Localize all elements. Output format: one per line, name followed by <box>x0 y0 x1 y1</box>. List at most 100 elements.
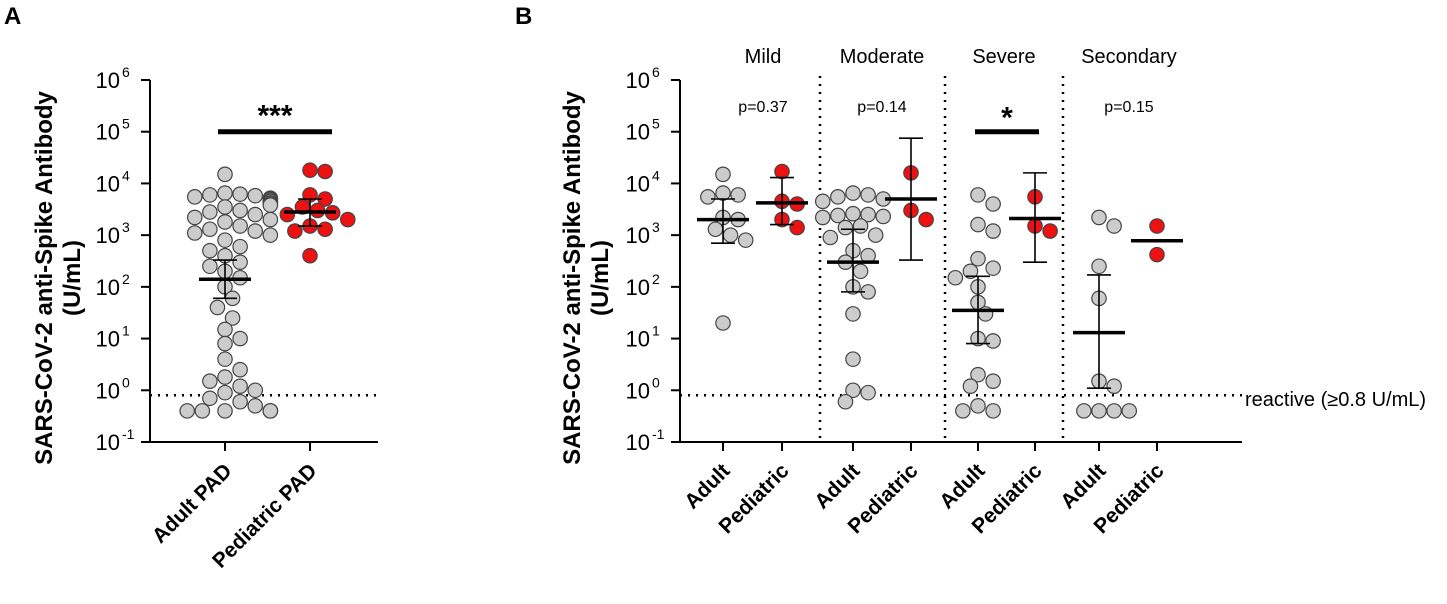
panel-a-adult-point <box>217 403 233 419</box>
panel-b-severe-adult-point <box>955 403 971 419</box>
panel-b-severe-adult-point <box>947 269 964 286</box>
panel-a-adult-point <box>232 330 248 347</box>
panel-a-y-tick-exponent: 5 <box>122 116 130 132</box>
panel-b-moderate-adult-point <box>845 205 861 222</box>
panel-a-adult-point <box>247 223 264 239</box>
panel-b-mild-pediatric-point <box>789 219 805 236</box>
panel-b-y-tick-label: 10 <box>626 68 650 93</box>
panel-b-moderate-adult-point <box>845 382 861 399</box>
panel-b-mild-x-label: Adult <box>680 459 734 513</box>
panel-a-adult-point <box>247 382 264 399</box>
panel-b-y-tick-label: 10 <box>626 223 650 248</box>
panel-a-adult-point <box>217 166 233 183</box>
panel-b-mild-adult-point <box>730 187 746 203</box>
panel-a-adult-point <box>217 384 233 401</box>
panel-b-mild-adult-point <box>715 315 731 331</box>
panel-a-adult-point <box>232 238 248 255</box>
panel-b-moderate-title: Moderate <box>840 46 925 68</box>
panel-a-pediatric-point <box>302 162 318 179</box>
panel-a-adult-point <box>194 403 211 419</box>
panel-b-secondary-pediatric-point <box>1149 218 1165 234</box>
panel-b-mild-adult-point <box>722 227 739 243</box>
panel-b-secondary-title: Secondary <box>1081 46 1177 68</box>
panel-b-y-tick-exponent: 3 <box>652 219 660 235</box>
panel-a-x-label: Adult PAD <box>148 459 237 548</box>
panel-a-pediatric-point <box>302 247 318 264</box>
panel-a-letter: A <box>4 3 21 30</box>
panel-b-y-tick-label: 10 <box>626 171 650 196</box>
panel-b-moderate-adult-point <box>860 206 876 223</box>
panel-a-adult-point <box>262 227 279 243</box>
panel-a-adult-point <box>232 254 248 270</box>
panel-b-moderate-adult-point <box>830 207 846 224</box>
panel-a-pediatric-point <box>317 221 333 238</box>
panel-a-y-tick-exponent: 3 <box>122 219 130 235</box>
panel-b-y-tick-exponent: 4 <box>652 167 660 183</box>
panel-a-adult-point <box>247 398 264 414</box>
panel-b-severe-adult-point <box>970 366 986 383</box>
panel-b-significance-star: * <box>1001 102 1013 135</box>
panel-b-severe-adult-point <box>985 196 1001 212</box>
panel-b-severe-adult-point <box>970 250 986 267</box>
panel-a-y-tick-label: 10 <box>96 68 120 93</box>
panel-a-adult-point <box>217 185 233 201</box>
panel-a-adult-point <box>217 351 233 367</box>
panel-a-pediatric-point <box>287 223 303 239</box>
panel-a-adult-point <box>262 403 279 419</box>
panel-a-y-tick-exponent: 2 <box>122 271 130 287</box>
panel-b-moderate-adult-point <box>852 218 869 234</box>
panel-a-adult-point <box>232 393 248 410</box>
panel-b-severe-adult-point <box>985 260 1001 276</box>
panel-b-y-tick-exponent: 2 <box>652 271 660 287</box>
panel-b-secondary-adult-point <box>1076 403 1092 419</box>
panel-b-severe-adult-point <box>970 398 986 414</box>
panel-a-y-tick-label: 10 <box>96 430 120 455</box>
panel-a-y-tick-label: 10 <box>96 275 120 300</box>
panel-a-ylabel-line2: (U/mL) <box>59 240 86 316</box>
panel-b-ylabel-line1: SARS-CoV-2 anti-Spike Antibody <box>559 90 586 464</box>
panel-b-moderate-adult-point <box>852 263 869 280</box>
panel-a-adult-point <box>262 197 279 213</box>
panel-b-letter: B <box>515 3 532 30</box>
panel-b-moderate-adult-point <box>830 189 846 205</box>
panel-b-moderate-adult-point <box>875 208 892 225</box>
panel-b-mild-adult-point <box>715 166 731 183</box>
panel-a-y-tick-exponent: 1 <box>122 323 130 339</box>
panel-a-adult-point <box>224 310 241 326</box>
panel-b-secondary-adult-point <box>1091 209 1107 226</box>
panel-b-secondary-adult-point <box>1121 403 1138 419</box>
panel-b-y-tick-exponent: 5 <box>652 116 660 132</box>
panel-a-y-tick-label: 10 <box>96 327 120 352</box>
panel-b-secondary-x-label: Adult <box>1056 459 1110 513</box>
panel-b-moderate-adult-point <box>822 229 839 246</box>
panel-b-y-tick-exponent: 6 <box>652 64 660 80</box>
panel-a-y-tick-exponent: 6 <box>122 64 130 80</box>
panel-a-adult-point <box>209 299 226 316</box>
panel-a-y-tick-label: 10 <box>96 171 120 196</box>
panel-b-mild-adult-point <box>737 232 754 248</box>
panel-a-y-tick-label: 10 <box>96 223 120 248</box>
panel-a-adult-point <box>202 221 218 238</box>
panel-b-secondary-adult-point <box>1091 403 1107 419</box>
panel-b-y-tick-label: 10 <box>626 275 650 300</box>
panel-b-mild-adult-point <box>707 221 724 238</box>
panel-b-mild-title: Mild <box>745 46 782 68</box>
panel-b-moderate-adult-point <box>860 187 876 203</box>
reference-line-label: reactive (≥0.8 U/mL) <box>1245 389 1426 411</box>
panel-b-y-tick-label: 10 <box>626 327 650 352</box>
panel-b-mild-adult-point <box>700 189 716 205</box>
panel-a-adult-point <box>202 390 218 407</box>
panel-b-y-tick-label: 10 <box>626 430 650 455</box>
panel-a-adult-point <box>217 214 233 230</box>
panel-a-adult-point <box>247 206 264 223</box>
panel-b-severe-adult-point <box>985 373 1001 389</box>
panel-b-moderate-adult-point <box>837 393 854 410</box>
panel-b-ylabel-line2: (U/mL) <box>587 240 614 316</box>
panel-b-y-tick-label: 10 <box>626 120 650 145</box>
panel-a-pediatric-point <box>279 206 296 223</box>
panel-a-adult-point <box>202 204 218 220</box>
panel-a-adult-point <box>186 209 203 226</box>
panel-a-y-tick-exponent: -1 <box>122 426 135 442</box>
panel-b-secondary-adult-point <box>1106 218 1122 234</box>
